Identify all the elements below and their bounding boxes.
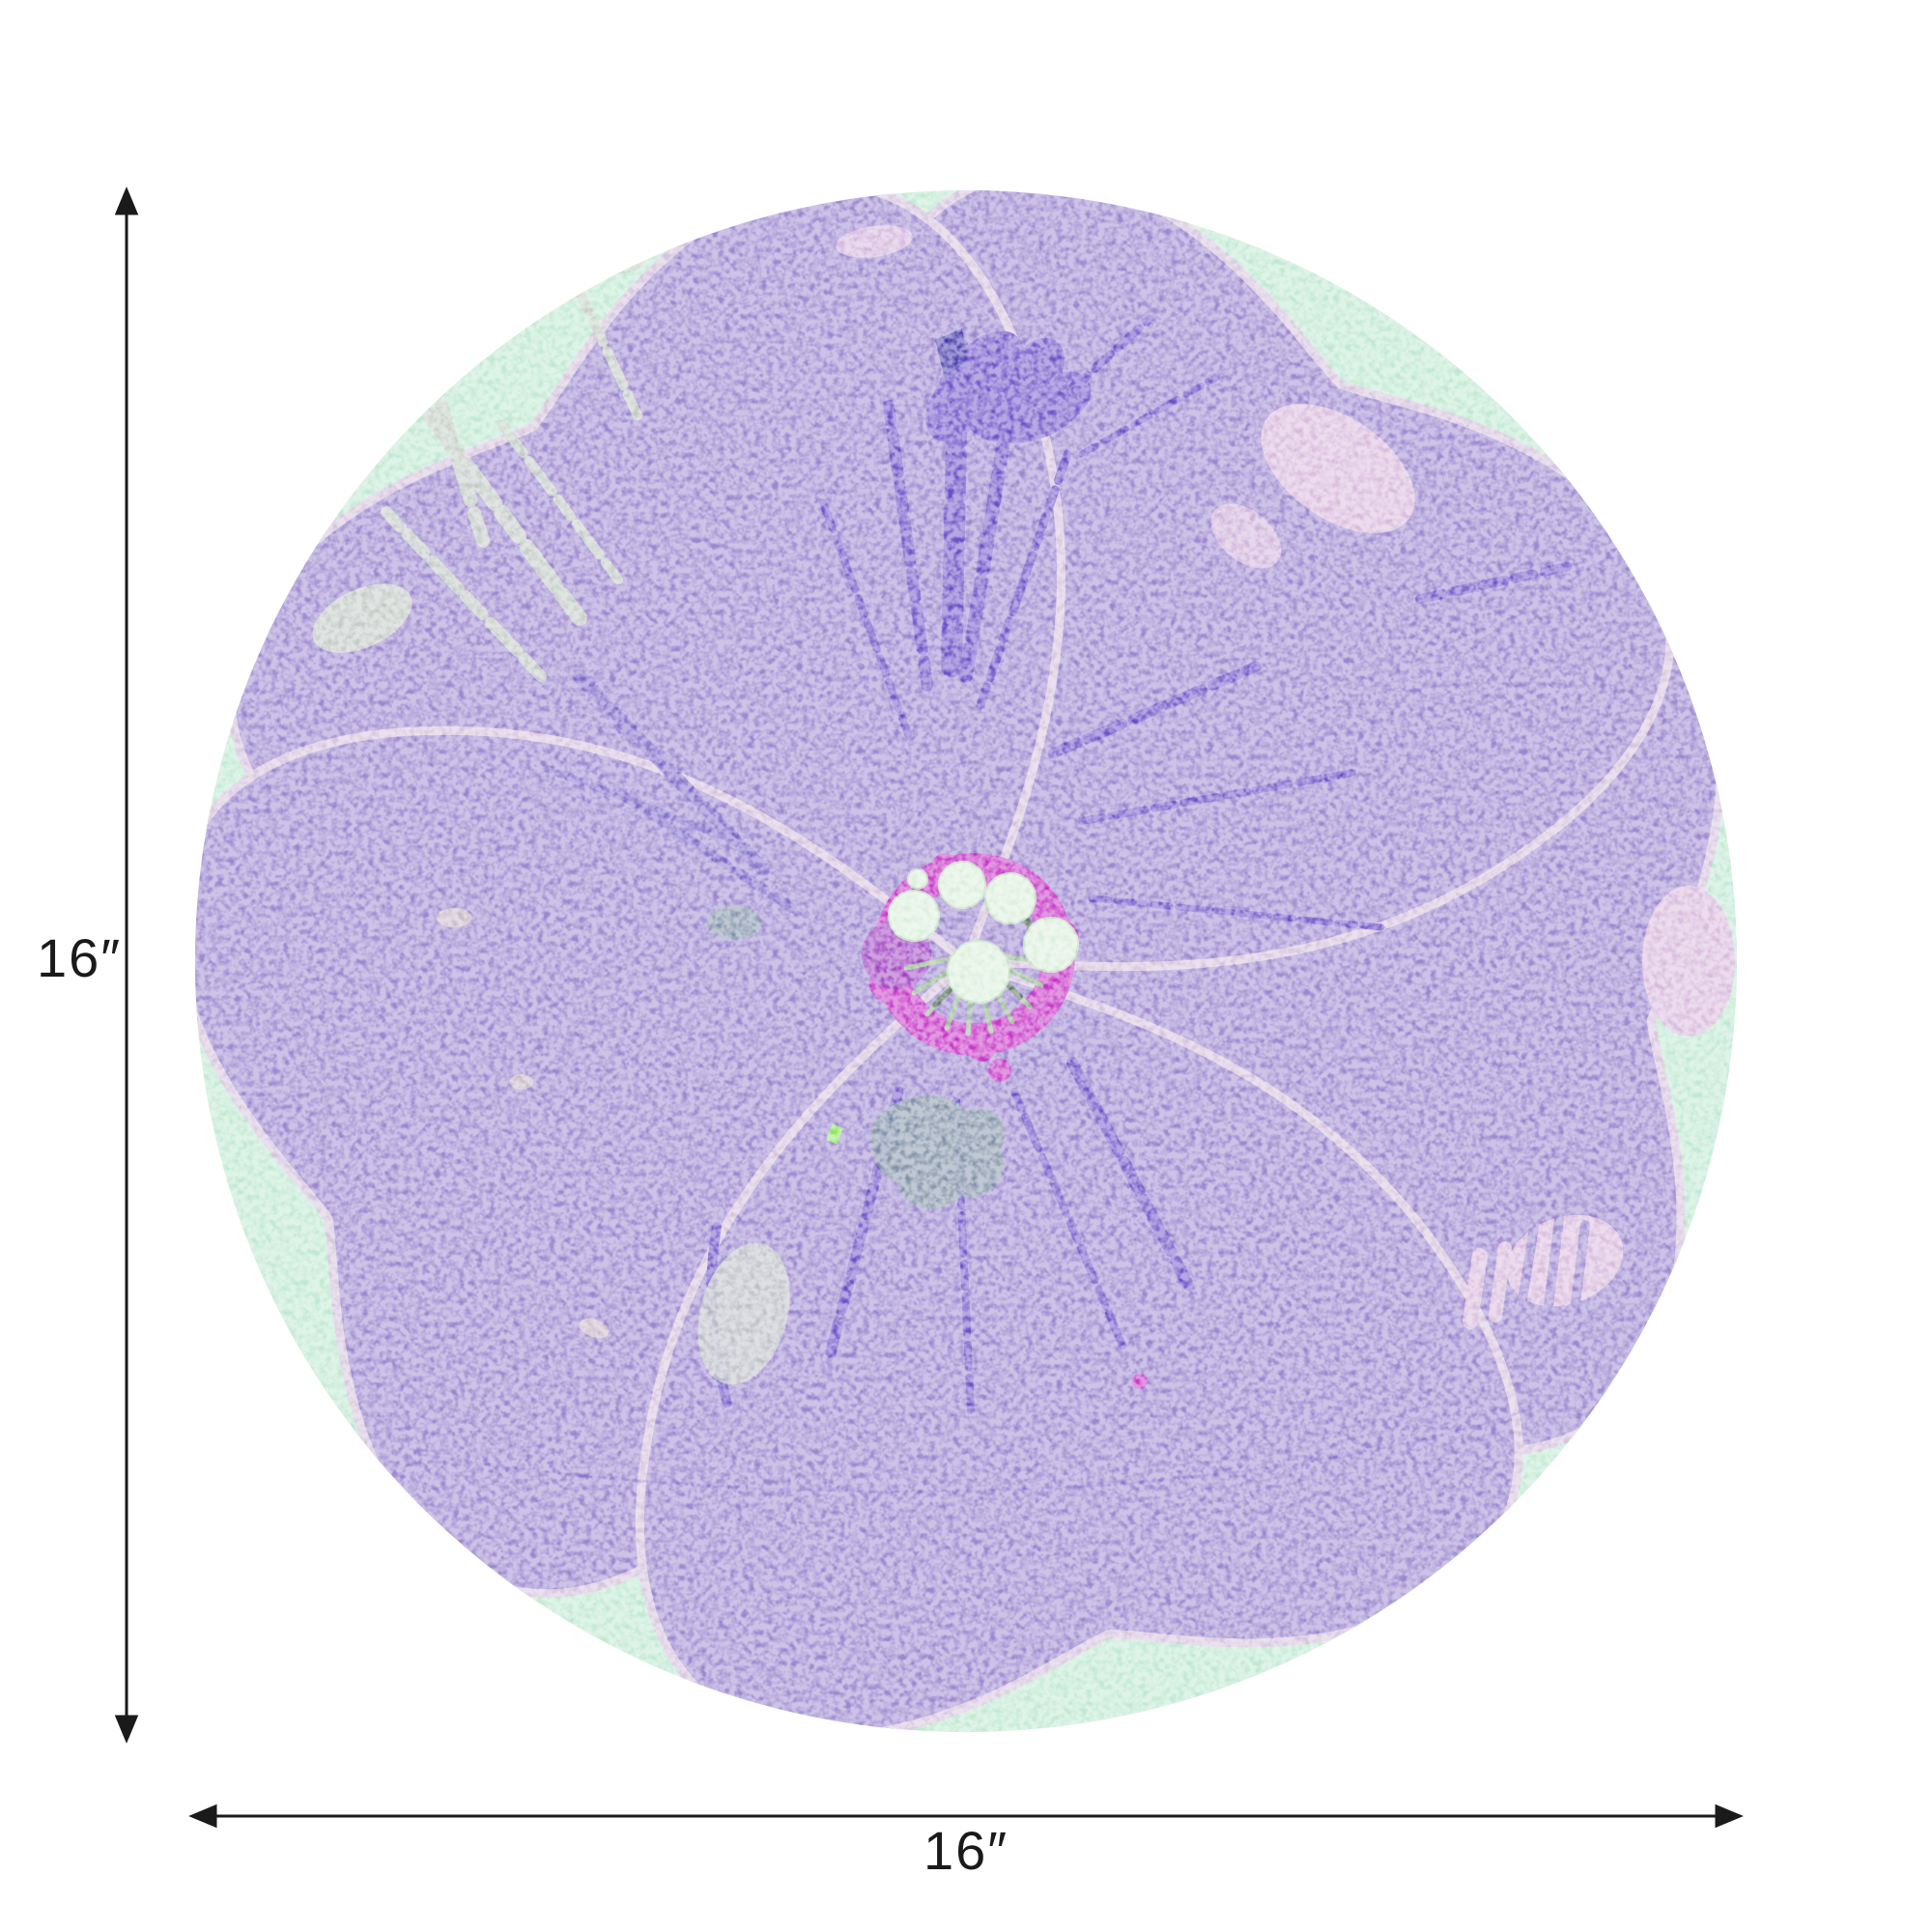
width-dimension-label: 16″: [923, 1820, 1009, 1881]
width-dimension-line: [188, 1804, 1744, 1829]
arrow-left-icon: [188, 1804, 217, 1829]
hibiscus-flower: [195, 190, 1737, 1732]
arrow-up-icon: [114, 186, 139, 215]
placemat-graphic: [195, 190, 1737, 1732]
arrow-right-icon: [1715, 1804, 1744, 1829]
texture-shadow-layer: [195, 190, 1737, 1732]
height-dimension-line: [114, 186, 139, 1744]
height-dimension-label: 16″: [36, 927, 123, 988]
arrow-down-icon: [114, 1715, 139, 1744]
